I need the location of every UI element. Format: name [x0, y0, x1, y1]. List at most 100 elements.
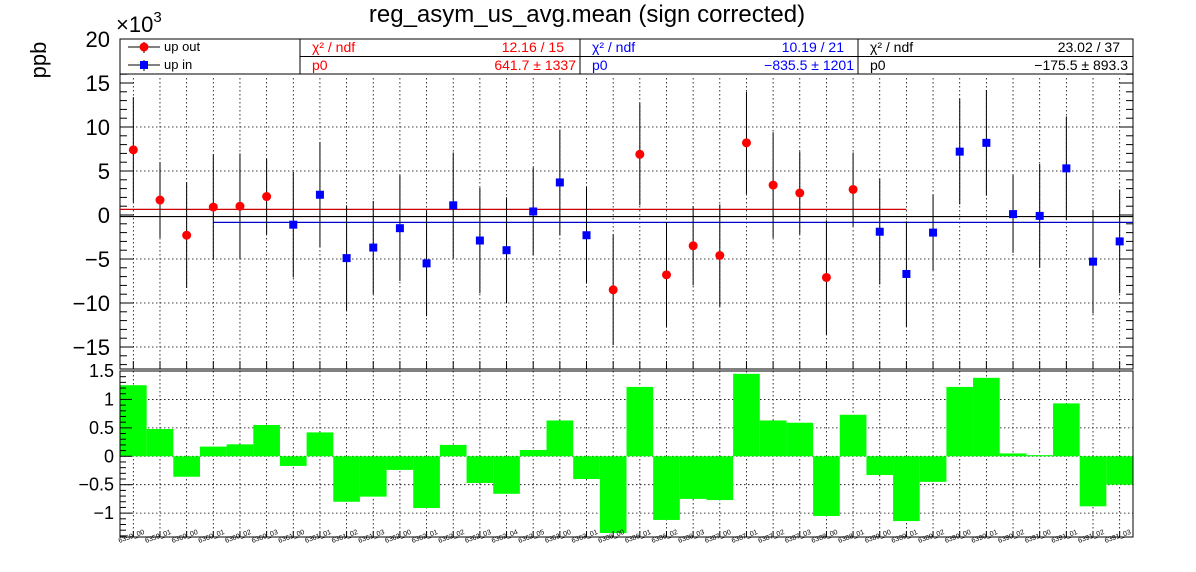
fit-lines: [120, 208, 1133, 223]
residual-bar: [839, 414, 867, 457]
x-tick-label: 6360_01: [198, 529, 226, 545]
data-point-up-in: [529, 207, 538, 216]
residual-bar: [679, 456, 707, 499]
legend-label-up-in: up in: [164, 57, 192, 72]
data-point-up-in: [1009, 210, 1018, 219]
y-tick-label: 0.5: [89, 418, 114, 438]
x-tick-label: 6387_02: [757, 529, 785, 545]
data-point-up-out: [155, 195, 165, 205]
stat-p0-label: p0: [592, 57, 608, 73]
y-tick-label: −0.5: [78, 475, 114, 495]
x-tick-label: 6360_02: [224, 529, 252, 545]
residual-bar: [919, 456, 947, 482]
top-gridlines: [120, 78, 1133, 369]
x-tick-label: 6361_01: [304, 529, 332, 545]
residual-bar: [1079, 456, 1107, 507]
top-plot-frame: [119, 38, 1134, 370]
bottom-plot: −1−0.500.511.5 6359_006359_016360_006360…: [78, 361, 1134, 545]
axis-multiplier: ×103: [116, 9, 162, 37]
stat-p0-label: p0: [870, 57, 886, 73]
data-point-up-in: [555, 178, 564, 187]
data-point-up-out: [688, 241, 698, 251]
x-tick-label: 6363_00: [544, 529, 572, 545]
x-tick-label: 6361_00: [278, 529, 306, 545]
y-tick-label: −5: [85, 247, 110, 272]
residual-bar: [1053, 403, 1080, 457]
x-tick-label: 6362_01: [411, 529, 439, 545]
data-point-up-in: [502, 246, 511, 255]
residual-bar: [173, 456, 200, 477]
x-tick-label: 6387_01: [731, 529, 759, 545]
data-point-up-in: [315, 190, 324, 199]
residual-bar: [759, 420, 787, 457]
data-point-up-in: [875, 227, 884, 236]
residual-bar: [866, 456, 894, 476]
data-point-up-out: [235, 201, 245, 211]
data-point-up-out: [795, 188, 805, 198]
stat-p0-label: p0: [312, 57, 328, 73]
data-point-up-in: [395, 224, 404, 233]
x-tick-label: 6391_01: [1051, 529, 1079, 545]
residual-bar: [573, 456, 600, 480]
bottom-y-axis: −1 −0.5 0 0.5 1 1.5: [78, 361, 132, 537]
stat-chi-label: χ² / ndf: [312, 39, 355, 55]
data-point-up-in: [289, 220, 298, 229]
stat-p0-value: −175.5 ± 893.3: [1034, 57, 1128, 73]
x-tick-label: 6362_02: [438, 529, 466, 545]
residual-bars: [120, 373, 1133, 534]
circle-marker-icon: [139, 42, 149, 52]
data-point-up-in: [449, 201, 458, 210]
x-tick-label: 6360_03: [251, 529, 279, 545]
residual-bar: [546, 420, 574, 457]
x-tick-label: 6359_01: [144, 529, 172, 545]
x-tick-label: 6362_03: [464, 529, 492, 545]
stat-chi-label: χ² / ndf: [592, 39, 635, 55]
x-tick-label: 6360_00: [171, 529, 199, 545]
x-tick-label: 6361_03: [358, 529, 386, 545]
y-tick-label: −1: [93, 503, 114, 523]
data-point-up-in: [929, 228, 938, 237]
residual-bar: [893, 456, 920, 522]
x-tick-label: 6361_02: [331, 529, 359, 545]
x-tick-label: 6391_02: [1077, 529, 1105, 545]
y-tick-label: 20: [86, 27, 110, 52]
residual-bar: [519, 450, 547, 457]
residual-bar: [439, 444, 467, 457]
top-x-ticks: [132, 361, 1121, 369]
x-tick-label: 6389_02: [917, 529, 945, 545]
x-tick-label: 6362_04: [491, 529, 519, 545]
stat-chi-value: 23.02 / 37: [1058, 39, 1120, 55]
x-tick-label: 6391_03: [1104, 529, 1132, 545]
y-tick-label: 15: [86, 71, 110, 96]
residual-bar: [599, 456, 627, 534]
stat-chi-value: 12.16 / 15: [502, 39, 564, 55]
data-point-up-in: [1089, 257, 1098, 266]
x-tick-label: 6391_00: [1024, 529, 1052, 545]
data-point-up-out: [262, 192, 272, 202]
data-point-up-out: [848, 184, 858, 194]
square-marker-icon: [140, 61, 148, 69]
data-point-up-in: [982, 138, 991, 147]
legend-stat-panel: up out up in χ² / ndf 12.16 / 15 p0 641.…: [119, 38, 1134, 75]
legend-label-up-out: up out: [164, 39, 201, 54]
data-point-up-in: [1035, 211, 1044, 220]
y-axis-label: ppb: [26, 42, 51, 79]
residual-bar: [973, 377, 1000, 457]
stat-chi-label: χ² / ndf: [870, 39, 913, 55]
x-tick-label: 6389_01: [891, 529, 919, 545]
x-tick-label: 6390_01: [971, 529, 999, 545]
residual-bar: [333, 456, 360, 502]
data-point-up-in: [582, 231, 591, 240]
x-tick-label: 6390_02: [997, 529, 1025, 545]
data-point-up-in: [1062, 164, 1071, 173]
data-point-up-out: [635, 149, 645, 159]
residual-bar: [1106, 456, 1133, 485]
residual-bar: [359, 456, 387, 497]
y-tick-label: 0: [104, 446, 114, 466]
data-point-up-out: [182, 230, 192, 240]
axis-multiplier-base: ×10: [116, 12, 153, 37]
x-tick-label: 6359_00: [118, 529, 146, 545]
axis-multiplier-exponent: 3: [153, 9, 161, 26]
stat-box-up-out: χ² / ndf 12.16 / 15 p0 641.7 ± 1337: [312, 39, 576, 73]
